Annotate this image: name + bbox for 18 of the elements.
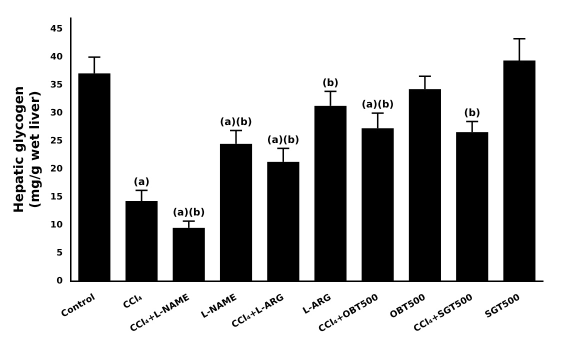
y-tick-label: 0: [56, 276, 63, 286]
y-tick-label: 45: [50, 24, 63, 35]
y-tick-label: 5: [56, 248, 63, 258]
annotation: (b): [464, 108, 480, 120]
y-tick-label: 40: [50, 52, 63, 63]
annotation: (a)(b): [362, 100, 394, 111]
annotation: (a)(b): [220, 117, 252, 128]
y-tick-label: 30: [50, 108, 63, 118]
y-tick-label: 25: [50, 136, 63, 146]
annotation: (b): [322, 78, 339, 89]
y-axis-title: Hepatic glycogen (mg/g wet liver): [12, 86, 43, 213]
y-tick-label: 20: [50, 164, 63, 174]
y-tick-label: 35: [50, 80, 63, 91]
y-tick-label: 10: [50, 220, 63, 230]
annotation: (a)(b): [267, 134, 300, 146]
annotation: (a)(b): [172, 208, 205, 219]
y-tick-label: 15: [50, 192, 63, 202]
annotation: (a): [134, 176, 150, 188]
